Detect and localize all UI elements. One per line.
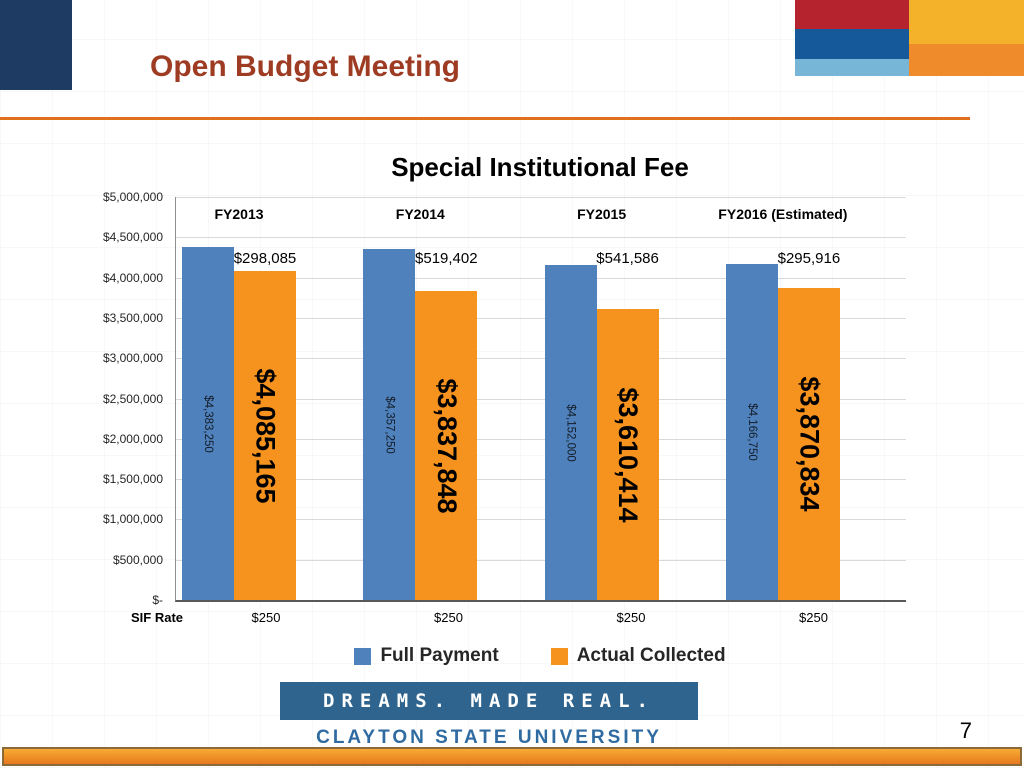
- bar-group: FY2016 (Estimated) $4,166,750 $3,870,834 $2…: [718, 197, 847, 600]
- logo-block-yellow: [909, 0, 1024, 44]
- gridline: [176, 237, 906, 238]
- difference-label: $295,916: [777, 250, 841, 267]
- actual-collected-value-label: $4,085,165: [250, 367, 281, 504]
- gridline: [176, 318, 906, 319]
- actual-collected-value-label: $3,870,834: [794, 376, 825, 512]
- bar-group: FY2013 $4,383,250 $4,085,165 $298,085: [182, 197, 296, 600]
- gridline: [176, 358, 906, 359]
- gridline: [176, 439, 906, 440]
- corner-accent-block: [0, 0, 72, 90]
- chart-legend: Full Payment Actual Collected: [175, 645, 905, 667]
- legend-label: Full Payment: [380, 645, 499, 666]
- logo-block-red: [795, 0, 909, 29]
- slide-title: Open Budget Meeting: [150, 50, 460, 83]
- sif-rate-label: SIF Rate: [131, 610, 184, 625]
- actual-collected-value-label: $3,837,848: [431, 377, 462, 514]
- y-tick-label: $1,500,000: [102, 472, 163, 486]
- category-label: FY2014: [395, 206, 445, 222]
- logo-block-light-blue: [795, 59, 909, 76]
- chart-title: Special Institutional Fee: [391, 152, 689, 182]
- logo-blocks: [795, 0, 1024, 76]
- y-tick-label: $5,000,000: [102, 190, 163, 204]
- actual-collected-bar: $3,870,834: [777, 288, 840, 600]
- legend-item: Actual Collected: [550, 645, 726, 667]
- y-tick-label: $500,000: [112, 553, 163, 567]
- gridline: [176, 479, 906, 480]
- full-payment-bar: $4,357,250: [363, 249, 416, 600]
- gridline: [176, 519, 906, 520]
- dreams-made-real-banner: DREAMS. MADE REAL.: [280, 682, 698, 720]
- full-payment-value-label: $4,152,000: [564, 403, 577, 462]
- category-label: FY2015: [577, 206, 627, 222]
- y-tick-label: $1,000,000: [102, 512, 163, 526]
- difference-label: $541,586: [596, 250, 659, 267]
- full-payment-value-label: $4,357,250: [383, 395, 396, 454]
- sif-rate-value: $250: [616, 610, 646, 625]
- y-tick-label: $3,000,000: [102, 351, 163, 365]
- actual-collected-value-label: $3,610,414: [613, 386, 644, 523]
- legend-swatch: [550, 647, 568, 665]
- logo-block-orange: [909, 44, 1024, 76]
- category-label: FY2016 (Estimated): [718, 206, 848, 222]
- university-name: CLAYTON STATE UNIVERSITY: [316, 727, 662, 748]
- gridline: [176, 278, 906, 279]
- full-payment-bar: $4,383,250: [182, 247, 234, 600]
- sif-rate-value: $250: [434, 610, 463, 625]
- sif-rate-value: $250: [251, 610, 281, 625]
- full-payment-value-label: $4,166,750: [745, 403, 758, 461]
- page-number: 7: [959, 718, 972, 743]
- bottom-accent-strip: [2, 747, 1022, 766]
- logo-block-dark-blue: [795, 29, 909, 59]
- y-tick-label: $-: [152, 593, 163, 607]
- category-label: FY2013: [214, 206, 264, 222]
- sif-rate-row: SIF Rate $250 $250 $250 $250: [95, 608, 905, 632]
- gridline: [176, 197, 906, 198]
- y-tick-label: $3,500,000: [102, 311, 163, 325]
- actual-collected-bar: $4,085,165: [234, 271, 296, 600]
- y-tick-label: $2,500,000: [102, 392, 163, 406]
- difference-label: $519,402: [415, 250, 478, 267]
- bar-group: FY2015 $4,152,000 $3,610,414 $541,586: [544, 197, 659, 600]
- special-institutional-fee-chart: Special Institutional Fee $5,000,000 $4,5…: [95, 148, 955, 680]
- legend-swatch: [354, 647, 372, 665]
- actual-collected-bar: $3,610,414: [596, 309, 659, 600]
- sif-rate-value: $250: [799, 610, 828, 625]
- plot-area: FY2013 $4,383,250 $4,085,165 $298,085 FY2014…: [175, 197, 906, 602]
- y-tick-label: $4,000,000: [102, 271, 163, 285]
- full-payment-bar: $4,152,000: [544, 265, 597, 600]
- difference-label: $298,085: [233, 250, 297, 267]
- full-payment-bar: $4,166,750: [725, 264, 778, 600]
- bar-group: FY2014 $4,357,250 $3,837,848 $519,402: [363, 197, 478, 600]
- sif-rate-values: $250 $250 $250 $250: [175, 608, 905, 632]
- gridline: [176, 560, 906, 561]
- y-tick-label: $4,500,000: [102, 230, 163, 244]
- legend-item: Full Payment: [354, 645, 499, 667]
- full-payment-value-label: $4,383,250: [202, 394, 214, 453]
- y-axis: $5,000,000 $4,500,000 $4,000,000 $3,500,000…: [95, 190, 163, 607]
- dreams-banner-text: DREAMS. MADE REAL.: [323, 690, 655, 712]
- title-divider-rule: [0, 117, 970, 120]
- legend-label: Actual Collected: [576, 645, 726, 666]
- y-tick-label: $2,000,000: [102, 432, 163, 446]
- gridline: [176, 399, 906, 400]
- actual-collected-bar: $3,837,848: [415, 291, 478, 600]
